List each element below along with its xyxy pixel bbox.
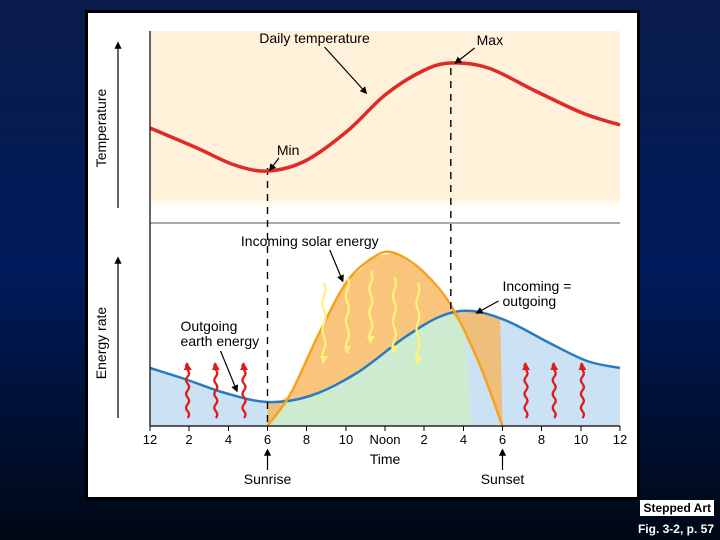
svg-text:Max: Max [477, 32, 503, 48]
svg-text:6: 6 [499, 432, 506, 447]
svg-text:Incoming solar energy: Incoming solar energy [241, 233, 379, 249]
svg-text:Sunrise: Sunrise [244, 471, 292, 487]
stepped-art-caption: Stepped Art [640, 500, 714, 516]
svg-text:Min: Min [277, 142, 300, 158]
slide-background: 12 2 4 6 8 10 Noon 2 4 6 8 10 12 Time Sunrise Sunset Tem… [0, 0, 720, 540]
figure-panel: 12 2 4 6 8 10 Noon 2 4 6 8 10 12 Time Sunrise Sunset Tem… [85, 10, 640, 500]
svg-text:4: 4 [460, 432, 467, 447]
figure-number-caption: Fig. 3-2, p. 57 [638, 522, 714, 536]
energy-chart: 12 2 4 6 8 10 Noon 2 4 6 8 10 12 Time Sunrise Sunset Tem… [88, 13, 637, 497]
svg-text:10: 10 [339, 432, 353, 447]
svg-text:Outgoing: Outgoing [181, 318, 238, 334]
svg-text:Incoming =: Incoming = [503, 278, 572, 294]
svg-text:6: 6 [264, 432, 271, 447]
svg-text:Time: Time [370, 451, 401, 467]
svg-text:2: 2 [185, 432, 192, 447]
svg-text:2: 2 [420, 432, 427, 447]
svg-text:12: 12 [613, 432, 627, 447]
svg-text:4: 4 [225, 432, 232, 447]
svg-text:outgoing: outgoing [503, 293, 557, 309]
svg-text:8: 8 [303, 432, 310, 447]
svg-text:Sunset: Sunset [481, 471, 525, 487]
svg-text:earth energy: earth energy [181, 333, 260, 349]
svg-text:Daily temperature: Daily temperature [259, 30, 370, 46]
svg-text:Energy rate: Energy rate [93, 307, 109, 380]
svg-text:Noon: Noon [369, 432, 400, 447]
svg-text:8: 8 [538, 432, 545, 447]
svg-text:Temperature: Temperature [93, 88, 109, 167]
svg-text:10: 10 [574, 432, 588, 447]
svg-text:12: 12 [143, 432, 157, 447]
